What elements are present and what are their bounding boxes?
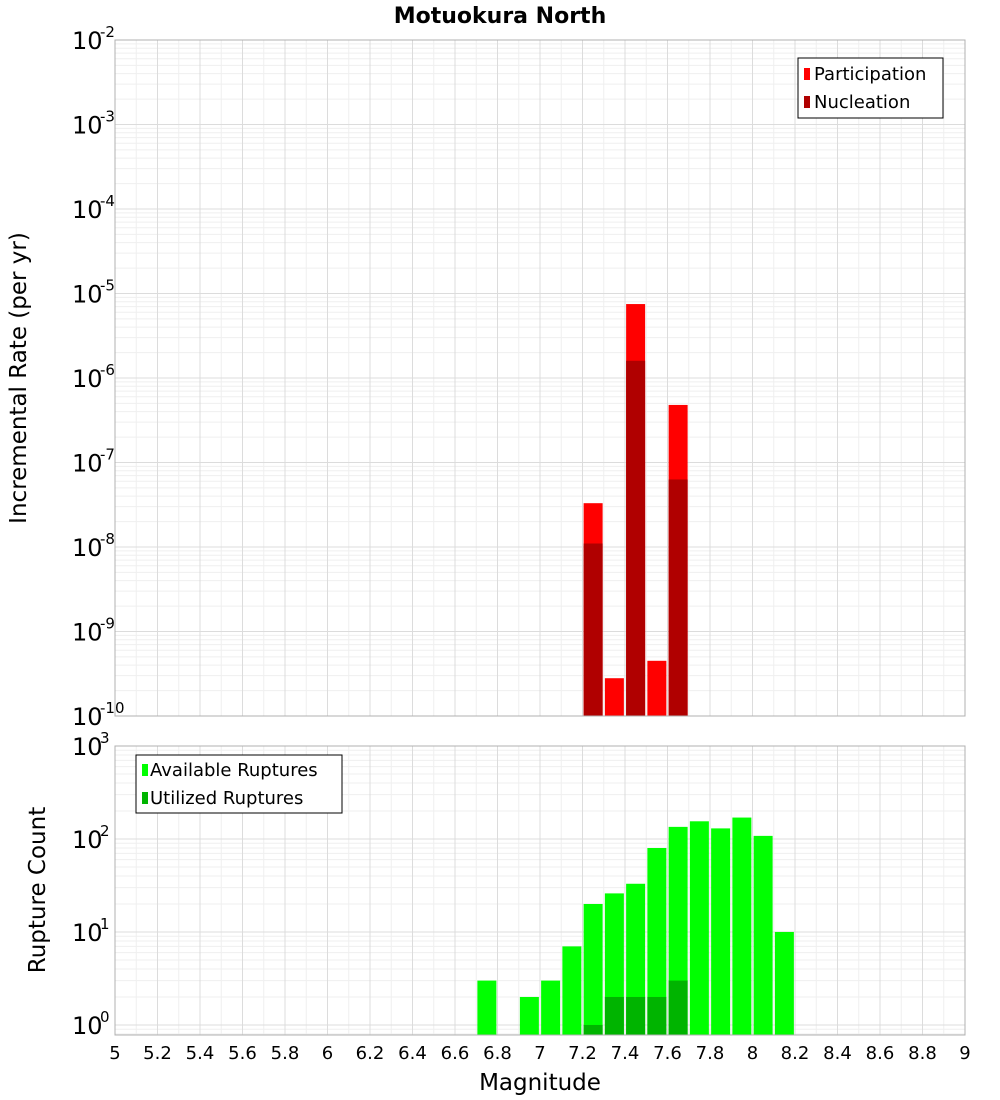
rate-y-tick-label: 10 — [72, 450, 103, 478]
x-tick-label: 7.2 — [568, 1043, 597, 1064]
rate-bar-nucleation — [668, 479, 688, 716]
count-bar-available-ruptures — [477, 980, 497, 1035]
count-bar-utilized-ruptures — [647, 996, 667, 1035]
x-tick-label: 6.2 — [356, 1043, 385, 1064]
rate-bars — [583, 304, 688, 716]
rate-y-tick-label: 10 — [72, 112, 103, 140]
rate-y-tick-label: 10 — [72, 196, 103, 224]
legend-label-utilized: Utilized Ruptures — [150, 788, 303, 809]
x-tick-label: 6.6 — [441, 1043, 470, 1064]
count-bar-available-ruptures — [562, 946, 582, 1035]
count-bar-utilized-ruptures — [668, 980, 688, 1035]
rate-y-tick-label: 10 — [72, 534, 103, 562]
x-tick-labels: 5 5.2 5.4 5.6 5.8 6 6.2 6.4 6.6 6.8 7 7.2 7.4 7.6 7.8 8… — [109, 1043, 970, 1064]
legend-label-participation: Participation — [814, 64, 926, 85]
count-bar-utilized-ruptures — [626, 996, 646, 1035]
rate-plot-border — [114, 39, 966, 717]
x-tick-label: 8.8 — [908, 1043, 937, 1064]
x-tick-label: 7 — [534, 1043, 545, 1064]
rate-y-tick-exponent: -5 — [100, 277, 115, 295]
x-tick-label: 7.8 — [696, 1043, 725, 1064]
count-bars — [477, 817, 794, 1035]
x-tick-label: 5.2 — [143, 1043, 172, 1064]
x-tick-label: 8.6 — [866, 1043, 895, 1064]
count-y-axis-label: Rupture Count — [25, 807, 51, 973]
x-tick-label: 6.8 — [483, 1043, 512, 1064]
rate-y-tick-exponent: -7 — [100, 446, 115, 464]
count-bar-available-ruptures — [541, 980, 561, 1035]
count-bar-available-ruptures — [732, 817, 752, 1035]
legend-swatch-available — [142, 764, 148, 776]
count-legend-box — [135, 754, 343, 814]
rate-y-tick-exponent: -10 — [100, 699, 125, 717]
count-bar-available-ruptures — [519, 996, 539, 1035]
legend-swatch-utilized — [142, 792, 148, 804]
rate-y-tick-exponent: -2 — [100, 23, 115, 41]
count-y-tick-label: 10 — [72, 1012, 103, 1040]
x-tick-label: 5.8 — [271, 1043, 300, 1064]
rate-y-tick-exponent: -9 — [100, 615, 115, 633]
count-bar-available-ruptures — [774, 931, 794, 1035]
rate-y-axis-label: Incremental Rate (per yr) — [6, 232, 32, 524]
legend-swatch-participation — [804, 68, 810, 80]
legend-label-available: Available Ruptures — [150, 760, 318, 781]
legend-label-nucleation: Nucleation — [814, 92, 910, 113]
x-tick-label: 6.4 — [398, 1043, 427, 1064]
count-bar-available-ruptures — [583, 903, 603, 1035]
x-tick-label: 8 — [747, 1043, 758, 1064]
x-tick-label: 9 — [959, 1043, 970, 1064]
x-tick-label: 5.6 — [228, 1043, 257, 1064]
rate-y-tick-exponent: -6 — [100, 361, 115, 379]
count-y-tick-exponent: 3 — [100, 729, 110, 747]
count-bar-utilized-ruptures — [583, 1024, 603, 1035]
rate-gridlines — [114, 39, 966, 717]
count-y-tick-label: 10 — [72, 919, 103, 947]
count-bar-utilized-ruptures — [604, 996, 624, 1035]
rate-y-tick-exponent: -8 — [100, 530, 115, 548]
rate-y-tick-label: 10 — [72, 281, 103, 309]
count-y-tick-exponent: 0 — [100, 1008, 110, 1026]
chart-title: Motuokura North — [394, 4, 607, 29]
legend-swatch-nucleation — [804, 96, 810, 108]
x-tick-label: 7.6 — [653, 1043, 682, 1064]
count-plot-border — [114, 745, 966, 1036]
rate-bar-nucleation — [626, 360, 646, 716]
x-tick-label: 8.2 — [781, 1043, 810, 1064]
rate-legend: Participation Nucleation — [797, 57, 944, 119]
rate-y-tick-label: 10 — [72, 703, 103, 731]
x-axis-label: Magnitude — [479, 1070, 601, 1096]
x-tick-label: 5 — [109, 1043, 120, 1064]
x-tick-label: 5.4 — [186, 1043, 215, 1064]
count-bar-available-ruptures — [753, 835, 773, 1035]
count-bar-available-ruptures — [689, 821, 709, 1035]
rate-y-tick-exponent: -3 — [100, 108, 115, 126]
x-tick-label: 6 — [322, 1043, 333, 1064]
rate-bar-participation — [604, 678, 624, 716]
count-y-tick-label: 10 — [72, 826, 103, 854]
x-tick-label: 8.4 — [823, 1043, 852, 1064]
rate-bar-participation — [647, 660, 667, 716]
rate-legend-box — [797, 57, 944, 119]
count-bar-available-ruptures — [647, 848, 667, 1035]
rate-bar-nucleation — [583, 543, 603, 716]
count-y-tick-exponent: 2 — [100, 822, 110, 840]
count-y-tick-exponent: 1 — [100, 915, 110, 933]
rate-y-tick-exponent: -4 — [100, 192, 115, 210]
count-legend: Available Ruptures Utilized Ruptures — [135, 754, 343, 814]
rate-y-tick-label: 10 — [72, 27, 103, 55]
count-y-tick-label: 10 — [72, 733, 103, 761]
count-bar-available-ruptures — [711, 828, 731, 1035]
x-tick-label: 7.4 — [611, 1043, 640, 1064]
rate-y-tick-label: 10 — [72, 365, 103, 393]
rate-y-tick-label: 10 — [72, 619, 103, 647]
